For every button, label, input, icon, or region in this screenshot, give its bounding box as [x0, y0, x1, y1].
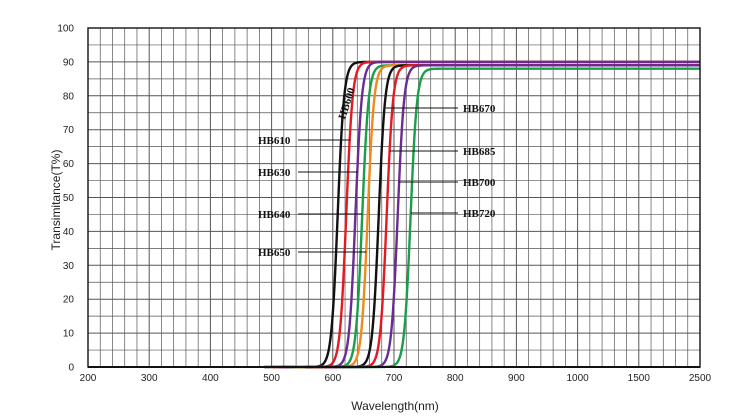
x-axis-title: Wavelength(nm) — [351, 399, 439, 413]
x-tick-label: 300 — [141, 373, 158, 384]
y-tick-label: 70 — [63, 125, 75, 136]
y-tick-label: 60 — [63, 159, 75, 170]
axes: 200 300 400 500 600 700 800 900 1000 1500 2500 0 10 2… — [57, 24, 711, 385]
x-tick-label: 2500 — [689, 373, 712, 384]
x-tick-label: 700 — [386, 373, 403, 384]
series-label-hb610: HB610 — [258, 135, 291, 147]
x-tick-label: 600 — [324, 373, 341, 384]
y-tick-label: 100 — [57, 24, 74, 35]
x-tick-label: 1500 — [628, 373, 651, 384]
series-label-hb640: HB640 — [258, 209, 291, 221]
series-label-hb700: HB700 — [463, 177, 496, 189]
series-label-hb720: HB720 — [463, 208, 496, 220]
y-tick-label: 10 — [63, 329, 75, 340]
x-tick-label: 1000 — [566, 373, 589, 384]
x-tick-label: 900 — [508, 373, 525, 384]
grid — [87, 27, 701, 368]
x-tick-label: 800 — [447, 373, 464, 384]
series-label-hb670: HB670 — [463, 103, 496, 115]
x-tick-label: 200 — [80, 373, 97, 384]
y-tick-label: 0 — [68, 363, 74, 374]
series-label-hb685: HB685 — [463, 146, 496, 158]
y-tick-label: 20 — [63, 295, 75, 306]
series-labels: HB610 HB630 HB640 HB650 HB670 HB685 HB700 HB720… — [258, 86, 496, 259]
y-tick-label: 80 — [63, 91, 75, 102]
y-tick-label: 50 — [63, 193, 75, 204]
series-label-hb650: HB650 — [258, 247, 291, 259]
x-tick-label: 400 — [202, 373, 219, 384]
series-line-hb685 — [313, 64, 700, 369]
y-tick-label: 40 — [63, 227, 75, 238]
y-tick-label: 90 — [63, 57, 75, 68]
series-label-hb630: HB630 — [258, 167, 291, 179]
series-label-hb600: HB600 — [336, 86, 358, 121]
y-axis-title: Transimitance(T%) — [49, 150, 63, 251]
y-tick-label: 30 — [63, 261, 75, 272]
series-line-hb670 — [305, 64, 700, 369]
x-tick-label: 500 — [263, 373, 280, 384]
